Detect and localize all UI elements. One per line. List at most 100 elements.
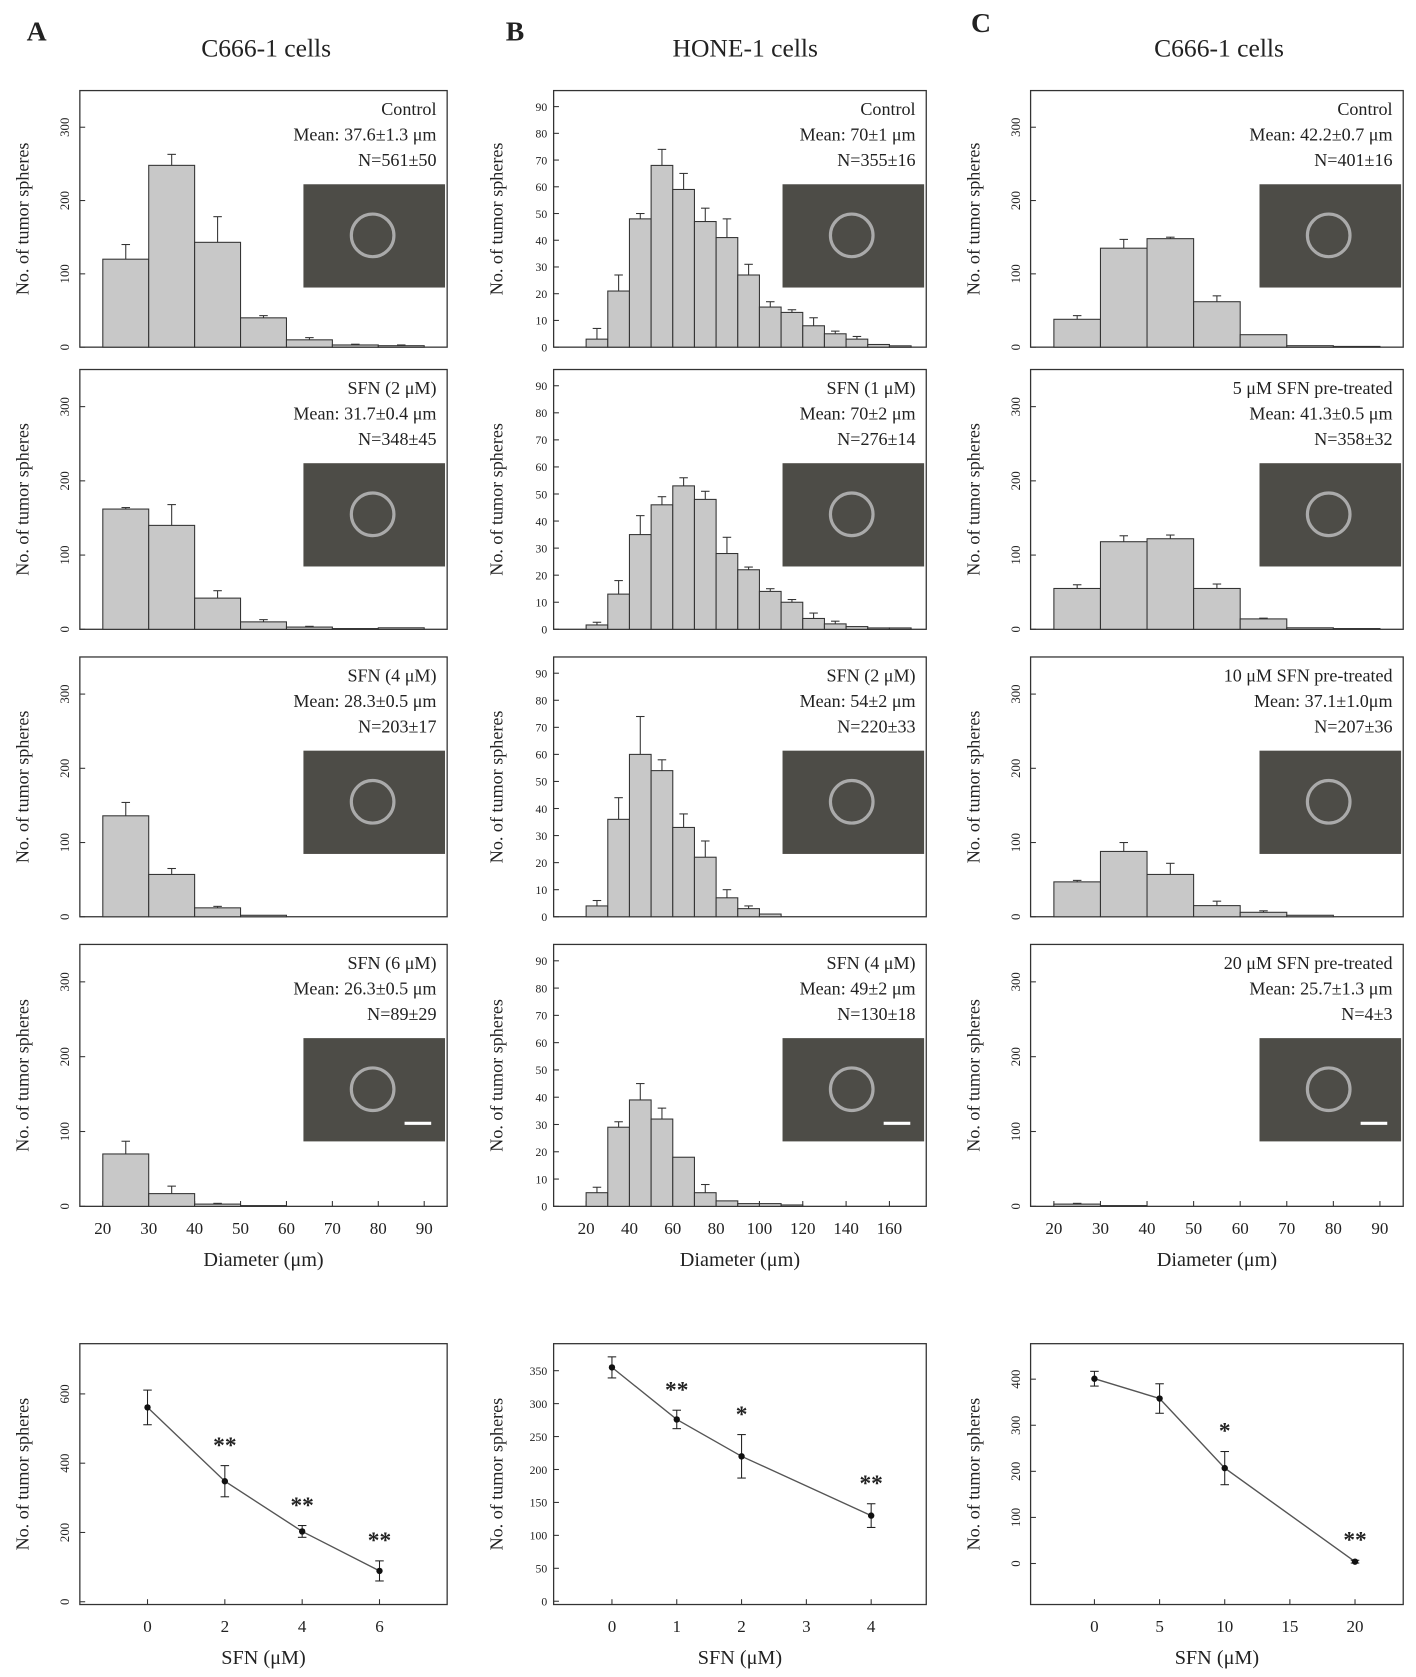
- error-bar: [657, 759, 667, 771]
- y-tick-label: 0: [541, 1201, 547, 1214]
- error-bar: [1119, 535, 1129, 542]
- bar: [715, 552, 739, 630]
- annotation: N=401±16: [1314, 150, 1392, 170]
- line: [611, 1366, 872, 1517]
- bar: [607, 1126, 630, 1207]
- x-tick-label: 0: [1090, 1617, 1099, 1636]
- y-tick-label: 0: [541, 911, 547, 924]
- y-axis-label: No. of tumor spheres: [487, 143, 507, 296]
- bar: [1053, 1203, 1101, 1207]
- annotation: SFN (4 μM): [827, 953, 916, 974]
- error-bar: [1212, 583, 1222, 589]
- y-tick-label: 10: [536, 596, 548, 609]
- annotation: N=348±45: [358, 429, 436, 449]
- y-tick-label: 0: [58, 1203, 72, 1209]
- x-tick-label: 60: [1232, 1219, 1249, 1238]
- y-tick-label: 200: [530, 1464, 548, 1477]
- bar: [585, 1192, 609, 1207]
- point: [1351, 1558, 1359, 1565]
- y-tick-label: 50: [536, 776, 548, 789]
- y-tick-label: 30: [536, 1119, 548, 1132]
- error-bar: [592, 1186, 602, 1193]
- bar: [102, 1153, 150, 1207]
- x-tick-label: 80: [370, 1219, 387, 1238]
- error-bar: [305, 625, 314, 628]
- error-bar: [305, 337, 314, 340]
- bar: [1146, 238, 1195, 348]
- x-tick-label: 6: [375, 1617, 384, 1636]
- sphere-image: [1305, 1066, 1352, 1113]
- bar: [1099, 1205, 1148, 1207]
- y-tick-label: 0: [541, 624, 547, 637]
- error-bar: [351, 343, 360, 345]
- micrograph: [782, 463, 925, 567]
- bar: [377, 627, 425, 630]
- y-tick-label: 350: [530, 1365, 548, 1378]
- error-bar: [831, 620, 840, 624]
- y-tick-label: 100: [1009, 1508, 1023, 1527]
- sphere-image: [828, 778, 875, 825]
- y-tick-label: 200: [58, 1523, 72, 1542]
- y-tick-label: 70: [536, 1010, 548, 1023]
- sphere-image: [828, 491, 875, 538]
- y-tick-label: 20: [536, 288, 548, 301]
- annotation: SFN (2 μM): [347, 378, 436, 399]
- bar: [1053, 587, 1101, 630]
- panel-letter: B: [506, 16, 524, 47]
- significance: **: [368, 1528, 391, 1554]
- bar: [758, 306, 782, 348]
- plot-frame: [79, 1343, 448, 1606]
- annotation: N=355±16: [837, 150, 915, 170]
- bar: [1286, 627, 1334, 630]
- y-tick-label: 100: [1009, 264, 1023, 283]
- y-tick-label: 40: [536, 515, 548, 528]
- y-tick-label: 20: [536, 857, 548, 870]
- micrograph: [1259, 1038, 1402, 1142]
- sphere-image: [828, 212, 875, 259]
- y-axis-label: No. of tumor spheres: [963, 999, 983, 1152]
- y-axis-label: No. of tumor spheres: [963, 143, 983, 296]
- bar: [1146, 873, 1195, 918]
- error-bar: [701, 840, 710, 858]
- bar: [1193, 905, 1241, 918]
- bar: [240, 1205, 287, 1207]
- error-bar: [1072, 584, 1082, 589]
- micrograph: [782, 750, 925, 854]
- bar: [1099, 850, 1148, 918]
- point: [144, 1404, 151, 1411]
- bar: [802, 617, 825, 630]
- error-bar: [614, 580, 623, 595]
- plot-frame: [1029, 1343, 1404, 1606]
- bar: [148, 164, 196, 348]
- bar: [1239, 618, 1288, 630]
- y-tick-label: 200: [1009, 759, 1023, 778]
- x-tick-label: 70: [324, 1219, 341, 1238]
- y-tick-label: 80: [536, 128, 548, 141]
- bar: [585, 905, 609, 918]
- y-tick-label: 300: [1009, 118, 1023, 137]
- x-tick-label: 40: [1139, 1219, 1156, 1238]
- bar: [1053, 881, 1101, 918]
- y-tick-label: 60: [536, 461, 548, 474]
- annotation: SFN (6 μM): [347, 953, 436, 974]
- annotation: Mean: 54±2 μm: [800, 691, 916, 711]
- y-tick-label: 400: [1009, 1370, 1023, 1389]
- bar: [331, 344, 379, 348]
- point: [298, 1528, 306, 1535]
- bar: [285, 339, 333, 348]
- point: [608, 1364, 616, 1371]
- annotation: N=561±50: [358, 150, 436, 170]
- bar: [585, 338, 609, 348]
- annotation: Control: [381, 99, 436, 119]
- bar: [758, 590, 782, 630]
- y-tick-label: 100: [58, 1122, 72, 1141]
- y-tick-label: 300: [1009, 397, 1023, 416]
- bar: [737, 274, 760, 348]
- error-bar: [167, 867, 176, 875]
- y-tick-label: 200: [58, 759, 72, 778]
- bar: [1286, 345, 1334, 348]
- annotation: Mean: 28.3±0.5 μm: [293, 691, 436, 711]
- error-bar: [259, 315, 268, 318]
- x-tick-label: 4: [867, 1617, 876, 1636]
- point: [738, 1453, 745, 1460]
